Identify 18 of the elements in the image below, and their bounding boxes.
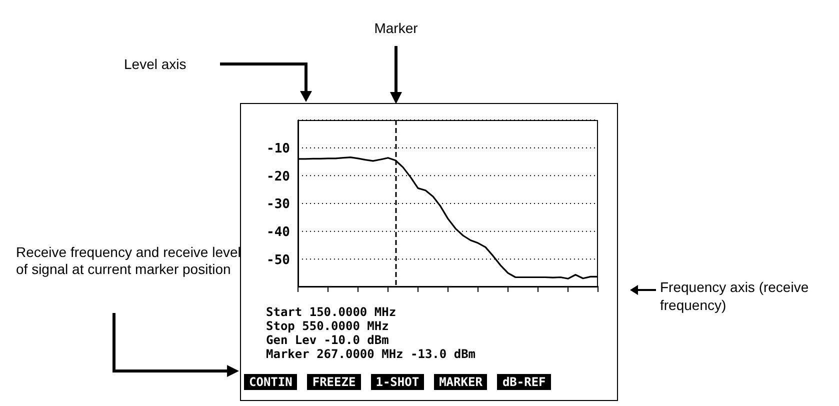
- text: FREEZE: [307, 374, 361, 390]
- text: Marker: [373, 20, 419, 36]
- text: Frequency axis (receive frequency): [660, 278, 810, 314]
- y-tick-label: -20: [266, 169, 290, 184]
- text: CONTIN: [244, 374, 298, 390]
- y-tick-label: -40: [266, 224, 290, 240]
- text: Marker 267.0000 MHz -13.0 dBm: [266, 347, 476, 361]
- text: Start 150.0000 MHz: [266, 305, 398, 319]
- y-tick-label: -10: [266, 141, 290, 156]
- text: Receive frequency and receive level of signal at current marker position: [16, 244, 241, 278]
- text: 1-SHOT: [370, 374, 424, 390]
- y-tick-label: -30: [266, 197, 290, 212]
- text: Level axis: [124, 56, 186, 72]
- y-tick-label: -50: [266, 252, 290, 268]
- text: Gen Lev -10.0 dBm: [266, 333, 390, 347]
- text: dB-REF: [497, 374, 551, 390]
- text: Stop 550.0000 MHz: [266, 319, 390, 333]
- text: MARKER: [434, 374, 488, 390]
